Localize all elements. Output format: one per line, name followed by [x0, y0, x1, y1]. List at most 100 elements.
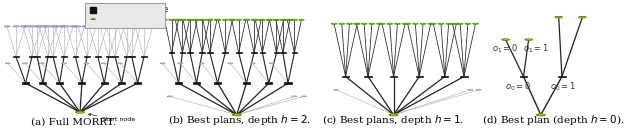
- Text: $o_0 = 0$: $o_0 = 0$: [505, 81, 531, 93]
- Text: $o_1 = 0$: $o_1 = 0$: [492, 43, 518, 55]
- Circle shape: [179, 19, 186, 20]
- Circle shape: [355, 23, 360, 24]
- Circle shape: [228, 63, 233, 64]
- Circle shape: [301, 96, 307, 97]
- Circle shape: [113, 26, 118, 27]
- Text: End node: End node: [100, 15, 136, 24]
- Bar: [285, 82, 292, 84]
- Circle shape: [115, 26, 121, 27]
- Circle shape: [555, 16, 563, 18]
- Circle shape: [206, 19, 212, 20]
- Circle shape: [292, 96, 297, 97]
- Circle shape: [502, 39, 509, 40]
- Bar: [260, 52, 265, 53]
- Circle shape: [394, 23, 401, 24]
- Bar: [200, 52, 205, 53]
- Bar: [365, 76, 372, 77]
- Circle shape: [122, 26, 127, 27]
- Circle shape: [84, 26, 90, 27]
- Bar: [45, 56, 51, 57]
- Circle shape: [389, 114, 398, 116]
- Circle shape: [82, 26, 88, 27]
- Circle shape: [259, 19, 264, 20]
- Circle shape: [124, 26, 129, 27]
- Text: Observation node: Observation node: [100, 5, 168, 14]
- Circle shape: [138, 26, 144, 27]
- Circle shape: [229, 19, 235, 20]
- Bar: [274, 52, 280, 53]
- Circle shape: [244, 19, 250, 20]
- Circle shape: [252, 19, 257, 20]
- Bar: [56, 82, 63, 84]
- Bar: [214, 82, 221, 84]
- Bar: [79, 82, 86, 84]
- Circle shape: [413, 23, 419, 24]
- Circle shape: [369, 23, 375, 24]
- Circle shape: [453, 23, 460, 24]
- Circle shape: [438, 23, 444, 24]
- Circle shape: [353, 23, 360, 24]
- Circle shape: [536, 114, 545, 116]
- Circle shape: [22, 63, 28, 64]
- Circle shape: [169, 19, 174, 20]
- Circle shape: [430, 23, 436, 24]
- Circle shape: [70, 26, 76, 27]
- Bar: [169, 52, 175, 53]
- Circle shape: [379, 23, 385, 24]
- Circle shape: [22, 26, 28, 27]
- Bar: [292, 52, 297, 53]
- Circle shape: [250, 63, 255, 64]
- Circle shape: [52, 26, 58, 27]
- Circle shape: [449, 23, 456, 24]
- Circle shape: [215, 19, 221, 20]
- Circle shape: [223, 19, 228, 20]
- Circle shape: [61, 26, 67, 27]
- Text: (c) Best plans, depth $h = 1$.: (c) Best plans, depth $h = 1$.: [323, 113, 465, 127]
- Circle shape: [160, 63, 165, 64]
- Circle shape: [403, 23, 408, 24]
- Bar: [187, 52, 193, 53]
- Circle shape: [347, 23, 353, 24]
- Circle shape: [420, 23, 426, 24]
- Circle shape: [232, 114, 241, 116]
- Bar: [106, 56, 112, 57]
- Circle shape: [476, 89, 481, 90]
- Circle shape: [26, 26, 31, 27]
- Bar: [236, 52, 242, 53]
- Circle shape: [280, 19, 285, 20]
- Circle shape: [199, 63, 204, 64]
- Circle shape: [207, 19, 212, 20]
- Bar: [223, 52, 228, 53]
- Circle shape: [4, 26, 10, 27]
- Circle shape: [445, 23, 452, 24]
- Circle shape: [39, 63, 44, 64]
- Circle shape: [36, 26, 42, 27]
- Bar: [51, 56, 56, 57]
- Bar: [461, 76, 468, 77]
- Circle shape: [200, 19, 206, 20]
- Circle shape: [280, 19, 287, 20]
- Circle shape: [252, 19, 259, 20]
- Circle shape: [472, 23, 479, 24]
- Circle shape: [51, 26, 56, 27]
- Bar: [84, 56, 90, 57]
- Circle shape: [167, 96, 172, 97]
- Circle shape: [243, 19, 248, 20]
- Bar: [193, 82, 200, 84]
- Circle shape: [129, 26, 135, 27]
- Circle shape: [29, 26, 35, 27]
- Bar: [101, 82, 108, 84]
- Circle shape: [104, 26, 110, 27]
- Circle shape: [465, 23, 471, 24]
- Circle shape: [73, 26, 78, 27]
- Circle shape: [468, 89, 473, 90]
- Circle shape: [64, 26, 69, 27]
- Circle shape: [106, 26, 112, 27]
- Circle shape: [76, 26, 81, 27]
- Circle shape: [175, 19, 182, 20]
- Circle shape: [117, 63, 122, 64]
- Bar: [558, 76, 566, 77]
- Bar: [118, 82, 125, 84]
- Circle shape: [95, 26, 101, 27]
- Circle shape: [35, 26, 40, 27]
